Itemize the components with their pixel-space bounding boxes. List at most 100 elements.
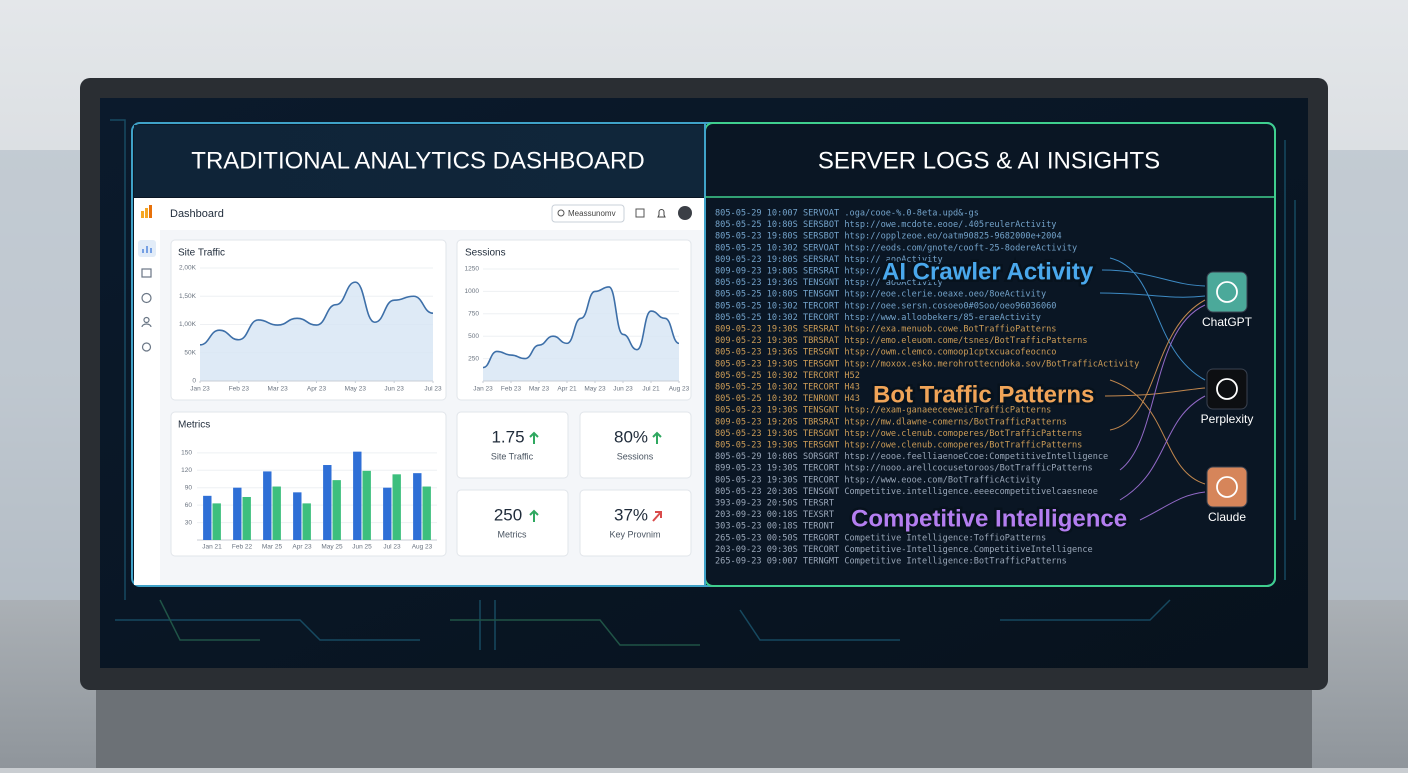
sidebar	[134, 230, 160, 585]
log-line: 805-05-23 19:30S TERCORT htsp://www.eooe…	[715, 475, 1041, 485]
y-tick-label: 750	[468, 311, 479, 318]
sidebar-icons	[138, 240, 156, 352]
avatar[interactable]	[678, 206, 692, 220]
bot-glyph	[1216, 378, 1238, 400]
line	[199, 281, 434, 346]
log-line: 805-05-25 10:302 TERCORT H52	[715, 371, 860, 381]
x-tick-label: Aug 23	[412, 544, 433, 551]
log-line: 805-05-25 10:302 SERVOAT htsp://eods.com…	[715, 243, 1077, 253]
area	[483, 286, 679, 381]
log-line: 809-09-23 19:80S SERSRAT htsp://	[715, 267, 881, 277]
card-title: Sessions	[465, 248, 506, 259]
x-tick-label: Mar 23	[529, 386, 550, 393]
search-box[interactable]	[551, 204, 625, 223]
log-line: 809-05-23 19:20S TBRSRAT htsp://mw.dlawn…	[715, 417, 1067, 427]
x-tick-label: Jan 23	[473, 386, 493, 393]
kpi-value: 250	[494, 505, 522, 524]
log-line: 805-05-29 10:007 SERVOAT .oga/cooe-%.0-8…	[715, 209, 979, 219]
insight-label: AI Crawler Activity	[882, 258, 1094, 285]
y-tick-label: 1,00K	[179, 321, 197, 328]
y-tick-label: 150	[181, 450, 192, 457]
card-title: Site Traffic	[178, 248, 225, 259]
log-line: 265-09-23 09:007 TERNGMT Competitive Int…	[715, 557, 1067, 567]
sidebar-settings[interactable]	[141, 342, 152, 352]
bar	[383, 487, 392, 540]
x-tick-label: Apr 21	[557, 386, 577, 393]
connections	[1099, 257, 1206, 521]
x-tick-label: May 25	[321, 544, 343, 551]
x-tick-label: Jul 23	[383, 544, 401, 551]
log-line: 805-05-25 10:302 TERCORT htsp://oee.sers…	[715, 301, 1056, 311]
log-line: 805-05-29 10:80S SORSGRT htsp://eooe.fee…	[715, 452, 1108, 462]
x-tick-label: Jun 25	[352, 544, 372, 551]
sidebar-history[interactable]	[141, 292, 152, 304]
log-line: 805-05-25 10:302 TERCORT H43	[715, 383, 860, 393]
bar	[203, 495, 212, 540]
kpi-label: Sessions	[617, 451, 654, 461]
log-line: 203-09-23 00:18S TEXSRT	[715, 510, 834, 520]
left-title: TRADITIONAL ANALYTICS DASHBOARD	[191, 147, 644, 174]
y-tick-label: 120	[181, 467, 192, 474]
log-line: 203-09-23 09:30S TERCORT Competitive-Int…	[715, 545, 1093, 555]
monitor-stand	[96, 690, 1312, 768]
window-right	[1328, 150, 1408, 600]
log-line: 809-05-23 19:80S SERSRAT htsp:// aooActi…	[715, 255, 943, 265]
line	[482, 286, 680, 369]
y-tick-label: 250	[468, 355, 479, 362]
circuit-lines	[110, 119, 1296, 650]
kpi-value: 80%	[614, 427, 648, 446]
log-line: 805-05-23 19:36S TENSGNT htsp:// aooActi…	[715, 278, 943, 288]
x-tick-label: Jan 21	[202, 544, 222, 551]
log-line: 805-05-23 20:30S TENSGNT Competitive.int…	[715, 487, 1098, 497]
bar	[293, 492, 302, 540]
x-tick-label: Apr 23	[307, 386, 327, 393]
y-tick-label: 1000	[465, 288, 480, 295]
insight-label: Bot Traffic Patterns	[873, 381, 1094, 408]
y-tick-label: 30	[185, 519, 193, 526]
bot-glyph	[1216, 476, 1238, 498]
bar	[323, 465, 332, 540]
bell-icon[interactable]	[657, 209, 666, 218]
trend-arrow	[652, 431, 662, 444]
bot-glyph	[1216, 281, 1238, 303]
log-line: 805-05-25 10:302 TERCORT htsp://www.allo…	[715, 313, 1041, 323]
kpi-card	[579, 411, 692, 479]
kpi-card	[456, 489, 569, 557]
bot-label: ChatGPT	[1202, 315, 1253, 329]
bot-label: Perplexity	[1201, 412, 1254, 426]
expand-icon[interactable]	[635, 208, 645, 218]
log-line: 303-05-23 00:18S TERONT	[715, 522, 834, 532]
dashboard-title: Dashboard	[170, 208, 224, 220]
x-tick-label: Jun 23	[384, 386, 404, 393]
bar	[242, 496, 251, 540]
y-tick-label: 1250	[465, 266, 480, 273]
x-tick-label: Jan 23	[190, 386, 210, 393]
bar	[272, 486, 281, 540]
x-tick-label: Jun 23	[613, 386, 633, 393]
log-line: 393-09-23 20:50S TERSRT	[715, 499, 834, 509]
y-tick-label: 0	[192, 378, 196, 385]
log-line: 805-05-23 19:30S TERSGNT htsp://owe.clen…	[715, 441, 1082, 451]
x-tick-label: Jul 21	[642, 386, 660, 393]
sidebar-user[interactable]	[143, 316, 150, 324]
x-tick-label: Feb 23	[501, 386, 522, 393]
log-line: 809-05-23 19:30S TBRSRAT htsp://emo.eleu…	[715, 336, 1088, 346]
bar	[233, 487, 242, 540]
window-left	[0, 150, 80, 600]
kpi-card	[456, 411, 569, 479]
bar	[362, 470, 371, 540]
kpi-label: Key Provnim	[609, 529, 660, 539]
log-line: 899-05-23 19:30S TERCORT htsp://nooo.are…	[715, 464, 1093, 474]
right-title: SERVER LOGS & AI INSIGHTS	[818, 147, 1160, 174]
x-tick-label: Feb 23	[229, 386, 250, 393]
log-line: 805-05-25 10:302 TENRONT H43	[715, 394, 860, 404]
log-line: 805-05-25 10:80S TENSGNT htsp://eoe.cler…	[715, 290, 1046, 300]
sidebar-reports[interactable]	[141, 268, 152, 278]
bot-label: Claude	[1208, 510, 1246, 524]
bar	[392, 474, 401, 540]
y-tick-label: 500	[468, 333, 479, 340]
bar	[413, 473, 422, 540]
logo	[141, 205, 152, 218]
log-line: 809-05-23 19:30S SERSRAT htsp://exa.menu…	[715, 325, 1056, 335]
y-tick-label: 60	[185, 502, 193, 509]
